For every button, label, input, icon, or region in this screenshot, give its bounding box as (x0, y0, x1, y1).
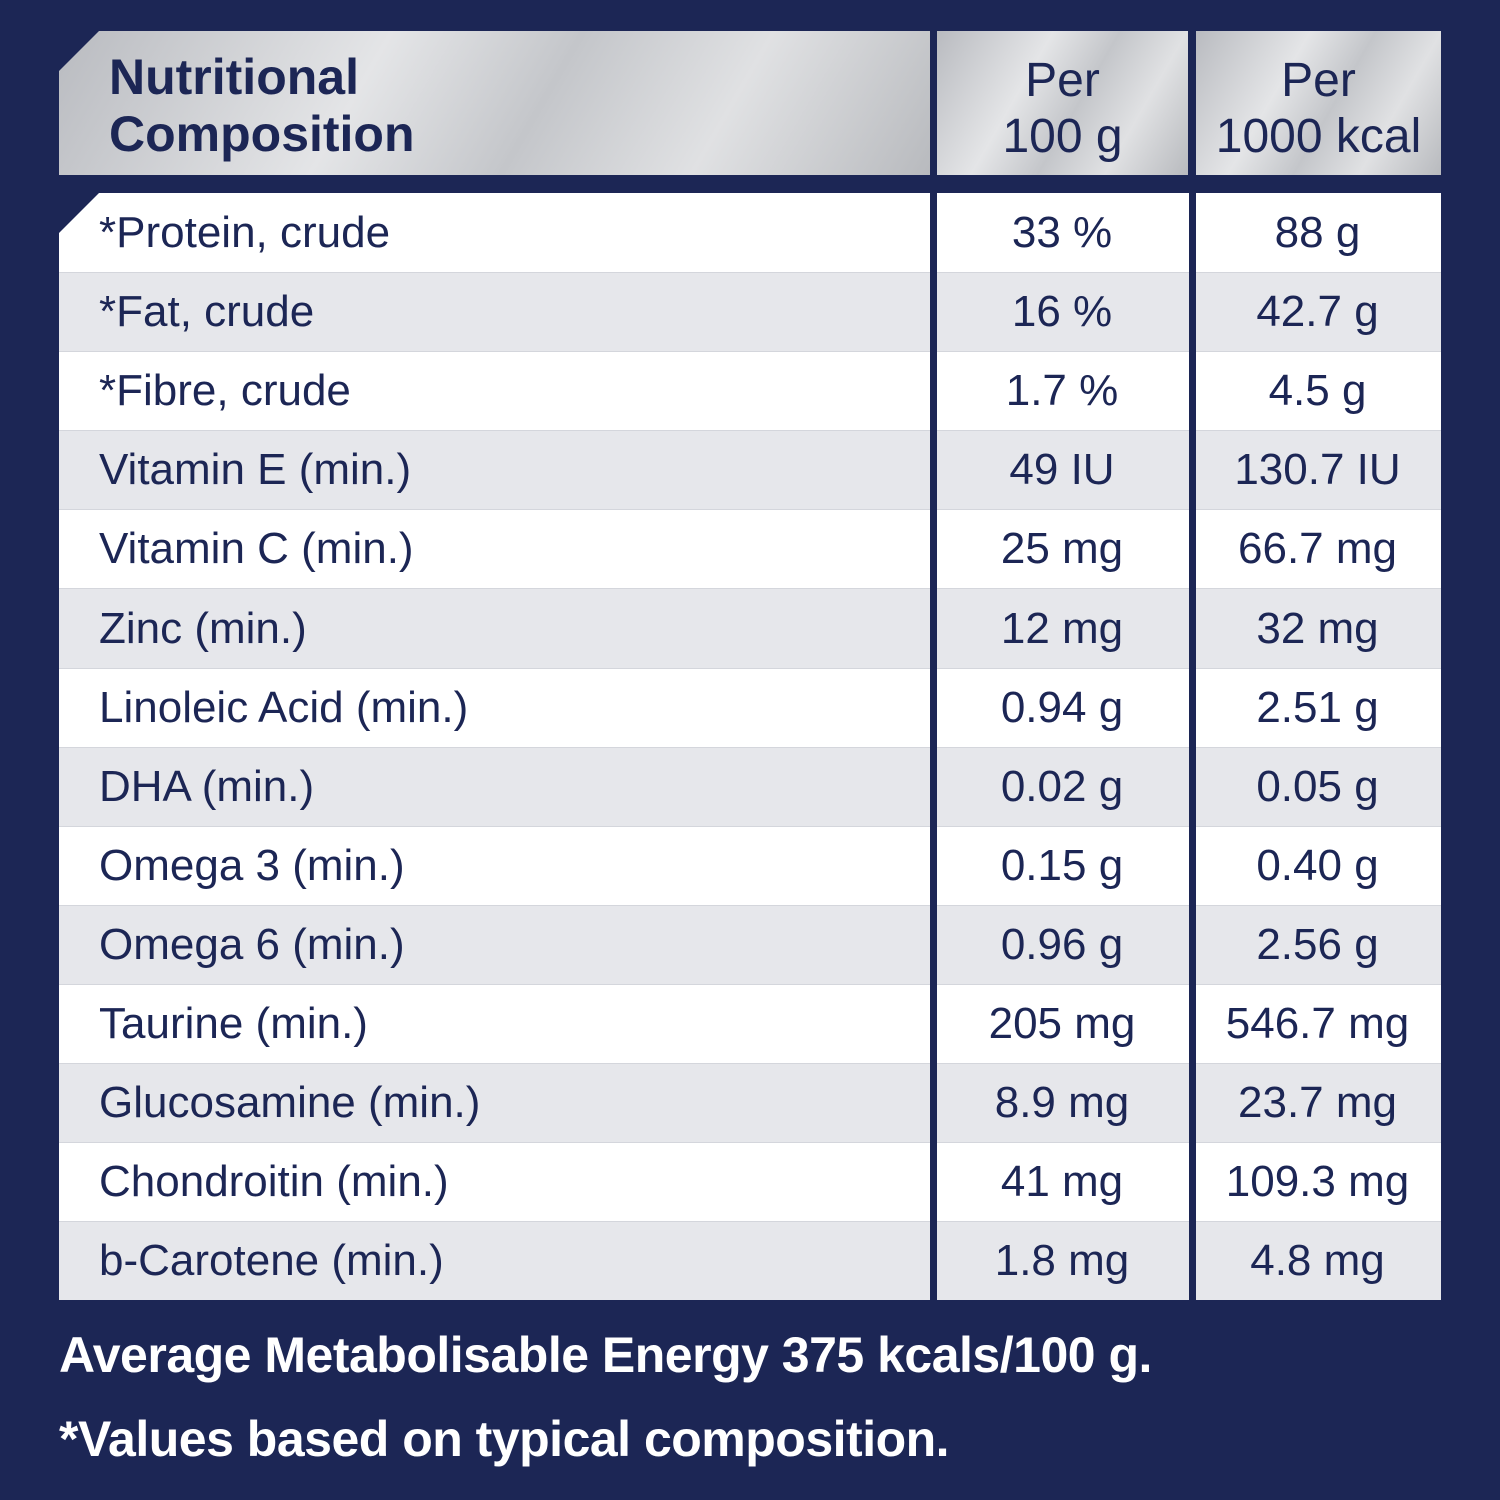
value-per-100g: 25 mg (1000, 524, 1124, 574)
nutrient-name: Chondroitin (min.) (99, 1157, 449, 1207)
table-row: Omega 6 (min.) 0.96 g 2.56 g (59, 904, 1441, 984)
nutrient-name: Vitamin E (min.) (99, 445, 412, 495)
header-title-cell: Nutritional Composition (59, 31, 930, 175)
value-per-1000kcal: 2.56 g (1256, 919, 1379, 969)
value-per-1000kcal: 32 mg (1256, 603, 1379, 653)
value-per-1000kcal: 23.7 mg (1238, 1078, 1397, 1128)
table-row: *Protein, crude 33 % 88 g (59, 193, 1441, 273)
table-row: *Fibre, crude 1.7 % 4.5 g (59, 351, 1441, 431)
nutrient-name: *Fat, crude (99, 287, 315, 337)
table-row: Vitamin E (min.) 49 IU 130.7 IU (59, 430, 1441, 510)
nutrient-name: Taurine (min.) (99, 998, 368, 1048)
table-row: *Fat, crude 16 % 42.7 g (59, 272, 1441, 352)
title-line-2: Composition (109, 106, 415, 162)
value-per-100g: 12 mg (1000, 603, 1124, 653)
value-per-1000kcal: 0.05 g (1256, 761, 1379, 811)
col-header-line: 100 g (1002, 110, 1123, 163)
col-header-line: Per (1281, 54, 1356, 107)
nutrition-table-body: *Protein, crude 33 % 88 g *Fat, crude 16 % 42… (59, 193, 1441, 1301)
value-per-1000kcal: 546.7 mg (1225, 998, 1410, 1048)
nutrient-name: Glucosamine (min.) (99, 1078, 481, 1128)
table-row: Vitamin C (min.) 25 mg 66.7 mg (59, 509, 1441, 589)
value-per-100g: 8.9 mg (994, 1078, 1130, 1128)
header-per-100g: Per 100 g (937, 31, 1188, 175)
energy-note: Average Metabolisable Energy 375 kcals/1… (59, 1327, 1152, 1383)
value-per-100g: 41 mg (1000, 1157, 1124, 1207)
nutrient-name: DHA (min.) (99, 761, 315, 811)
nutrient-name: Omega 3 (min.) (99, 840, 405, 890)
header-per-1000kcal: Per 1000 kcal (1196, 31, 1441, 175)
col-header-line: 1000 kcal (1215, 110, 1422, 163)
table-row: b-Carotene (min.) 1.8 mg 4.8 mg (59, 1221, 1441, 1301)
table-row: DHA (min.) 0.02 g 0.05 g (59, 746, 1441, 826)
table-title: Nutritional Composition (109, 49, 415, 163)
nutrient-name: *Fibre, crude (99, 366, 351, 416)
title-line-1: Nutritional (109, 49, 359, 105)
nutrient-name: Linoleic Acid (min.) (99, 682, 469, 732)
value-per-1000kcal: 42.7 g (1256, 287, 1379, 337)
col-header-line: Per (1025, 54, 1100, 107)
nutrient-name: Vitamin C (min.) (99, 524, 414, 574)
value-per-1000kcal: 66.7 mg (1238, 524, 1397, 574)
value-per-1000kcal: 4.8 mg (1250, 1236, 1385, 1286)
table-row: Omega 3 (min.) 0.15 g 0.40 g (59, 825, 1441, 905)
nutrient-name: Zinc (min.) (99, 603, 307, 653)
table-row: Taurine (min.) 205 mg 546.7 mg (59, 983, 1441, 1064)
value-per-100g: 1.8 mg (994, 1236, 1130, 1286)
column-divider (1189, 31, 1196, 1303)
value-per-1000kcal: 130.7 IU (1234, 445, 1401, 495)
value-per-100g: 205 mg (988, 998, 1136, 1048)
table-row: Chondroitin (min.) 41 mg 109.3 mg (59, 1142, 1441, 1222)
value-per-100g: 33 % (1011, 207, 1113, 257)
value-per-100g: 49 IU (1009, 445, 1115, 495)
typical-values-note: *Values based on typical composition. (59, 1411, 950, 1467)
value-per-100g: 1.7 % (1005, 366, 1119, 416)
value-per-100g: 0.94 g (1000, 682, 1124, 732)
value-per-100g: 16 % (1011, 287, 1113, 337)
value-per-1000kcal: 109.3 mg (1225, 1157, 1410, 1207)
value-per-100g: 0.02 g (1000, 761, 1124, 811)
table-row: Zinc (min.) 12 mg 32 mg (59, 588, 1441, 668)
value-per-1000kcal: 88 g (1274, 207, 1361, 257)
value-per-100g: 0.15 g (1000, 840, 1124, 890)
table-row: Glucosamine (min.) 8.9 mg 23.7 mg (59, 1063, 1441, 1143)
value-per-100g: 0.96 g (1000, 919, 1124, 969)
table-row: Linoleic Acid (min.) 0.94 g 2.51 g (59, 667, 1441, 747)
value-per-1000kcal: 4.5 g (1268, 366, 1367, 416)
column-divider (930, 31, 937, 1303)
value-per-1000kcal: 0.40 g (1256, 840, 1379, 890)
nutrient-name: Omega 6 (min.) (99, 919, 405, 969)
value-per-1000kcal: 2.51 g (1256, 682, 1379, 732)
nutrient-name: b-Carotene (min.) (99, 1236, 444, 1286)
nutrient-name: *Protein, crude (99, 207, 391, 257)
